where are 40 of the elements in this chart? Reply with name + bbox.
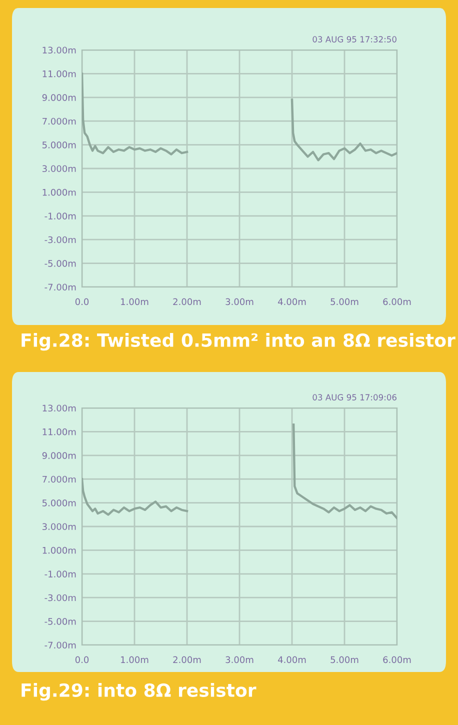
y-tick-label: 9.000m xyxy=(42,452,76,459)
y-tick-label: 3.000m xyxy=(42,165,76,172)
y-tick-label: 3.000m xyxy=(42,523,76,530)
text: Fig.28: Twisted 0.5mm² into an 8Ω resistor xyxy=(22,333,456,351)
y-tick-label: 5.000m xyxy=(42,500,76,506)
x-tick-label: 4.00m xyxy=(278,298,306,306)
x-tick-label: 0.0 xyxy=(75,298,89,306)
y-tick-label: 13.00m xyxy=(42,46,76,54)
y-tick-label: -7.00m xyxy=(44,284,76,291)
y-tick-label: -1.00m xyxy=(44,212,76,220)
y-tick-label: -7.00m xyxy=(44,642,76,649)
y-tick-label: -3.00m xyxy=(44,594,76,602)
y-tick-label: -5.00m xyxy=(44,618,76,625)
y-tick-label: 1.000m xyxy=(42,188,76,196)
x-tick-label: 1.00m xyxy=(121,298,148,306)
x-tick-label: 6.00m xyxy=(383,656,411,664)
x-tick-label: 6.00m xyxy=(383,298,411,306)
y-tick-label: 7.000m xyxy=(42,476,76,483)
y-tick-label: -3.00m xyxy=(44,236,76,244)
x-tick-label: 3.00m xyxy=(226,298,254,306)
x-tick-label: 5.00m xyxy=(330,656,358,664)
x-tick-label: 0.0 xyxy=(75,656,89,664)
y-tick-label: 11.00m xyxy=(42,70,76,78)
y-tick-label: 7.000m xyxy=(42,118,76,125)
y-tick-label: 11.00m xyxy=(42,428,76,436)
x-tick-label: 1.00m xyxy=(121,656,148,664)
x-tick-label: 5.00m xyxy=(330,298,358,306)
x-tick-label: 3.00m xyxy=(226,656,254,664)
x-tick-label: 4.00m xyxy=(278,656,306,664)
y-tick-label: 13.00m xyxy=(42,404,76,412)
y-tick-label: -5.00m xyxy=(44,260,76,267)
text: Fig.29: into 8Ω resistor xyxy=(22,683,256,701)
chart-subtitle: 03 AUG 95 17:09:06 xyxy=(312,394,396,400)
x-tick-label: 2.00m xyxy=(173,656,201,664)
chart-subtitle: 03 AUG 95 17:32:50 xyxy=(312,36,396,42)
y-tick-label: 5.000m xyxy=(42,142,76,148)
y-tick-label: 1.000m xyxy=(42,546,76,554)
y-tick-label: 9.000m xyxy=(42,94,76,101)
y-tick-label: -1.00m xyxy=(44,570,76,578)
x-tick-label: 2.00m xyxy=(173,298,201,306)
